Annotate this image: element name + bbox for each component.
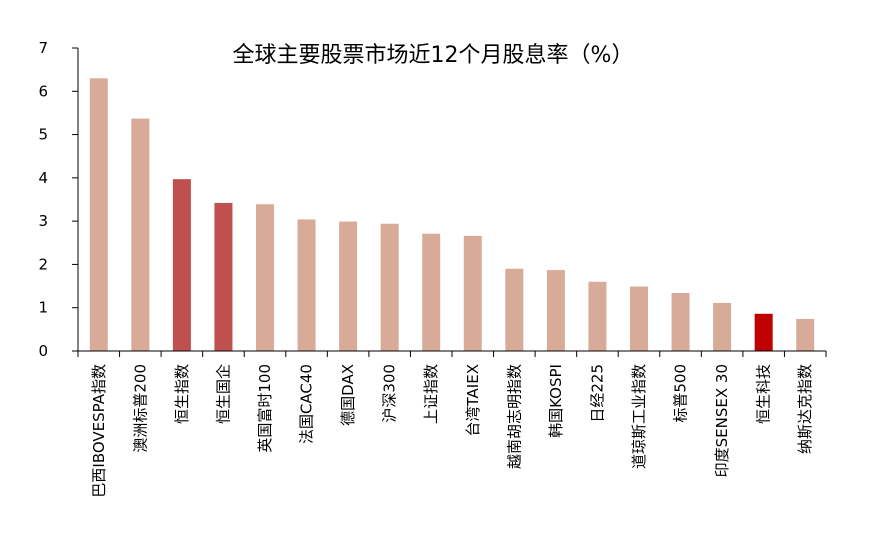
x-category-label: 台湾TAIEX — [464, 364, 482, 436]
y-tick-label: 0 — [38, 342, 48, 360]
bar — [713, 302, 732, 351]
y-tick-label: 2 — [38, 255, 48, 273]
x-category-label: 法国CAC40 — [298, 364, 316, 444]
bar — [796, 318, 815, 351]
x-category-label: 道琼斯工业指数 — [630, 364, 648, 469]
x-category-label: 上证指数 — [422, 364, 440, 424]
x-category-label: 恒生指数 — [173, 364, 191, 424]
x-category-label: 巴西IBOVESPA指数 — [90, 364, 108, 498]
x-category-label: 沪深300 — [381, 364, 399, 423]
bar — [671, 292, 690, 351]
bar — [588, 281, 607, 351]
bars — [89, 78, 815, 352]
y-tick-label: 4 — [38, 169, 48, 187]
x-category-label: 日经225 — [588, 364, 606, 423]
bar — [546, 270, 565, 351]
bar — [339, 221, 358, 351]
x-category-label: 纳斯达克指数 — [796, 364, 814, 454]
x-category-label: 印度SENSEX 30 — [713, 364, 731, 477]
bar — [131, 118, 150, 351]
y-tick-label: 6 — [38, 82, 48, 100]
bar — [463, 235, 482, 351]
x-category-label: 韩国KOSPI — [547, 364, 565, 438]
bar — [505, 268, 524, 351]
chart-title: 全球主要股票市场近12个月股息率（%） — [233, 43, 634, 68]
bar — [380, 223, 399, 351]
x-category-label: 英国富时100 — [256, 364, 274, 453]
bar — [172, 179, 191, 351]
y-axis: 0 1 2 3 4 5 6 7 — [38, 39, 79, 360]
bar — [630, 286, 648, 351]
x-axis: 巴西IBOVESPA指数 澳洲标普200 恒生指数 恒生国企 英国富时100 法国CAC4… — [77, 350, 827, 498]
x-category-label: 恒生国企 — [214, 364, 232, 424]
y-tick-label: 7 — [38, 39, 48, 57]
y-tick-label: 3 — [38, 212, 48, 230]
x-category-label: 澳洲标普200 — [131, 364, 149, 453]
bar — [297, 219, 316, 351]
bar — [214, 202, 233, 351]
bar — [256, 204, 274, 351]
x-category-label: 恒生科技 — [755, 364, 773, 424]
y-tick-label: 5 — [38, 126, 48, 144]
bar — [754, 313, 773, 351]
x-category-label: 标普500 — [672, 364, 690, 423]
x-category-label: 德国DAX — [339, 364, 357, 426]
bar — [89, 78, 108, 352]
y-tick-label: 1 — [38, 299, 48, 317]
x-category-label: 越南胡志明指数 — [505, 364, 523, 469]
bar — [422, 233, 441, 351]
